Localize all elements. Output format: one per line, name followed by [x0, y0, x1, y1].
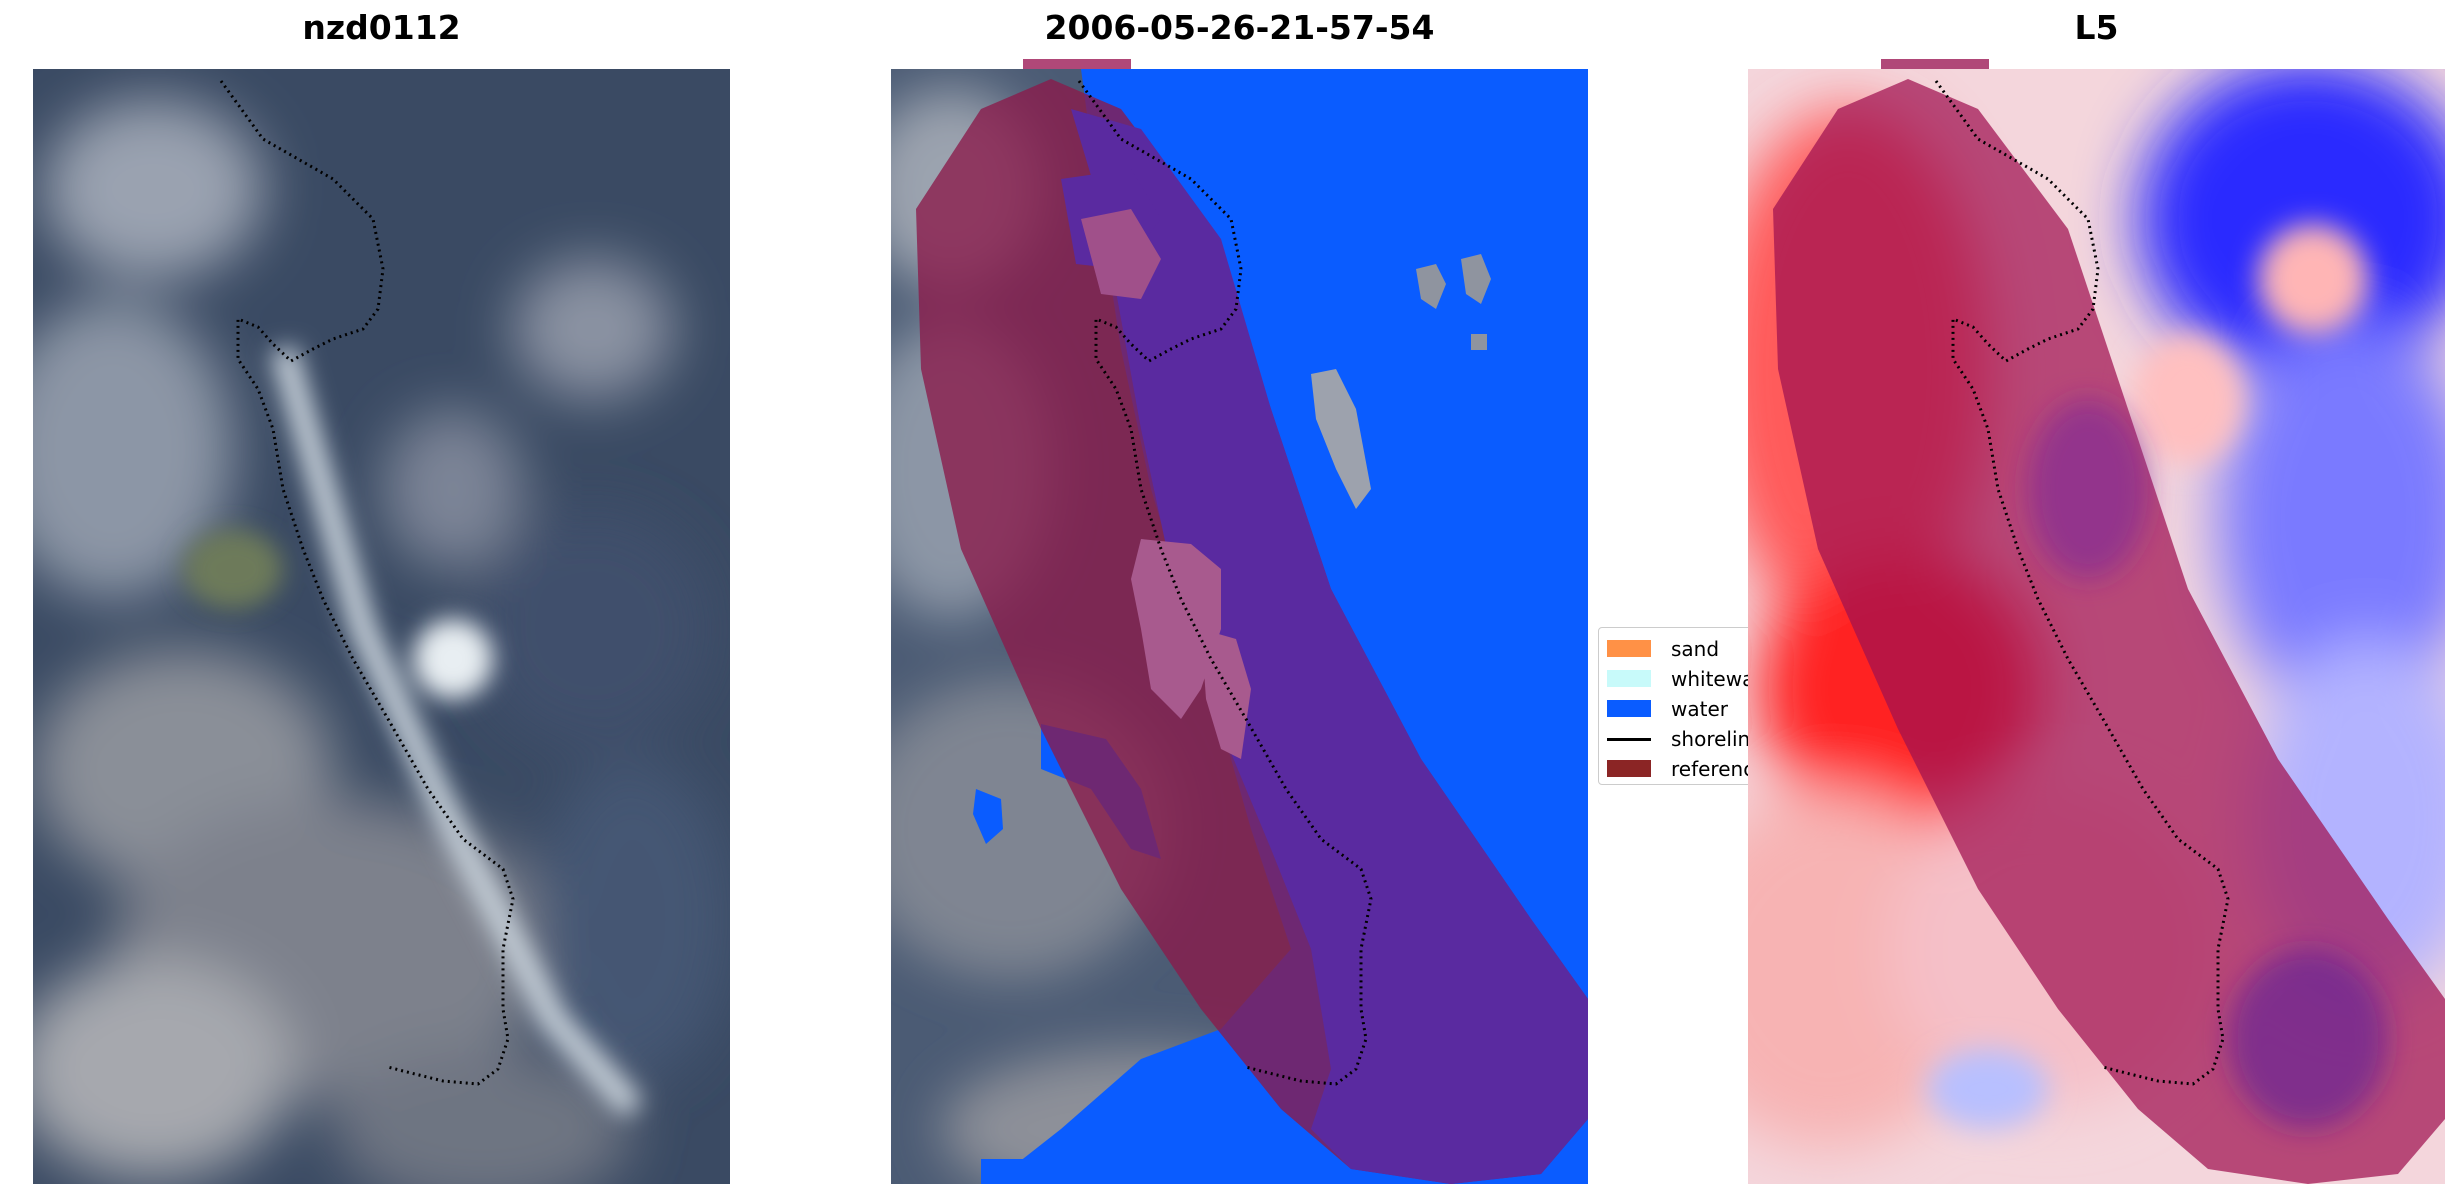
index-map-panel — [1748, 69, 2445, 1184]
classification-panel — [891, 69, 1588, 1184]
legend-item-shoreline: shoreline — [1607, 726, 1787, 752]
panel-title-rgb: nzd0112 — [302, 8, 461, 47]
panel2-top-marker — [1023, 59, 1131, 69]
sand-swatch — [1607, 640, 1651, 657]
legend-label-water: water — [1671, 697, 1728, 721]
whitewater-swatch — [1607, 670, 1651, 687]
panel3-top-marker — [1881, 59, 1989, 69]
legend-label-sand: sand — [1671, 637, 1720, 661]
reference-swatch — [1607, 760, 1651, 777]
shoreline-path — [219, 80, 515, 1086]
reference-buffer-l5 — [1773, 79, 2445, 1184]
panel-title-classification: 2006-05-26-21-57-54 — [1044, 8, 1435, 47]
legend-item-sand: sand — [1607, 636, 1787, 662]
shoreline-line-swatch — [1607, 738, 1651, 741]
legend-label-shoreline: shoreline — [1671, 727, 1763, 751]
panel-title-index: L5 — [2074, 8, 2119, 47]
legend-item-water: water — [1607, 696, 1787, 722]
water-swatch — [1607, 700, 1651, 717]
rgb-image-panel — [33, 69, 730, 1184]
